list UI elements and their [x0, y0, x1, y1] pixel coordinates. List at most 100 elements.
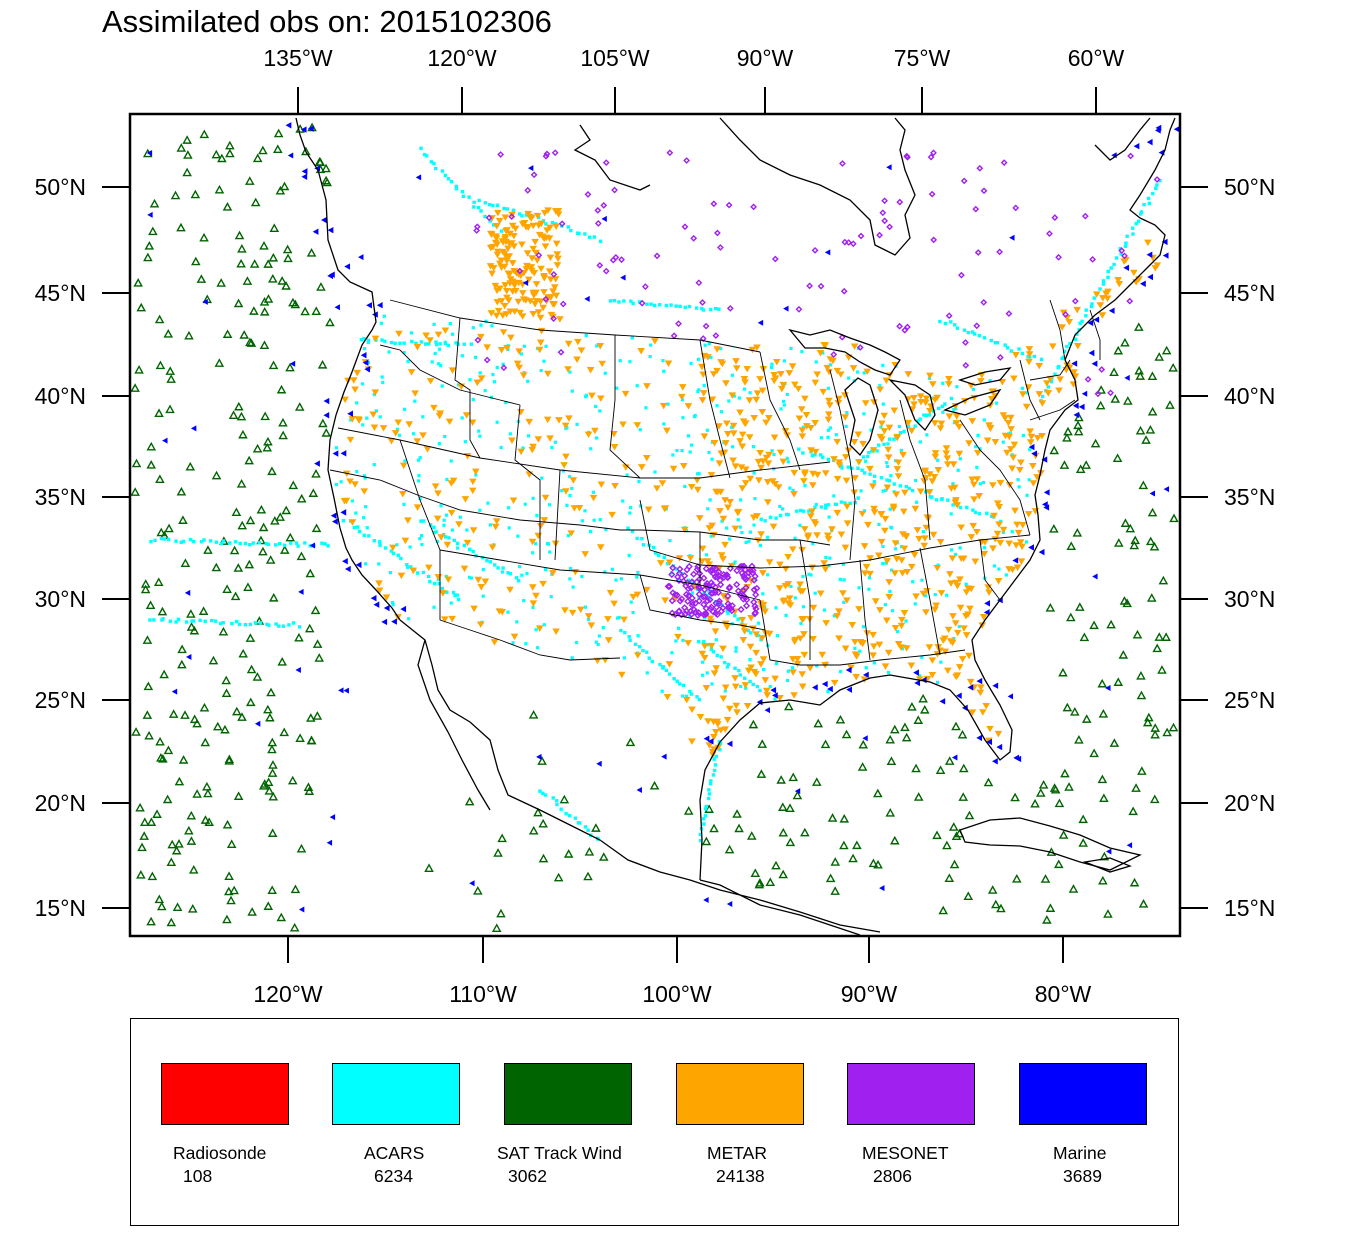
- sat-track-wind-marker: [166, 374, 176, 383]
- acars-marker: [560, 489, 564, 493]
- acars-marker: [826, 435, 830, 439]
- metar-marker: [1114, 276, 1122, 284]
- sat-track-wind-marker: [211, 470, 222, 480]
- sat-track-wind-marker: [269, 223, 280, 232]
- metar-marker: [848, 622, 857, 629]
- marine-marker: [939, 698, 946, 705]
- metar-marker: [486, 263, 495, 270]
- metar-marker: [733, 709, 741, 716]
- metar-marker: [371, 389, 380, 396]
- marine-marker: [400, 605, 407, 613]
- metar-marker: [791, 381, 799, 389]
- acars-marker: [653, 551, 658, 555]
- sat-track-wind-marker: [158, 754, 168, 763]
- mesonet-marker: [904, 323, 911, 331]
- acars-marker: [696, 389, 700, 394]
- mesonet-marker: [671, 610, 679, 619]
- metar-marker: [537, 265, 545, 273]
- metar-marker: [855, 606, 863, 613]
- metar-marker: [936, 425, 945, 432]
- metar-marker: [949, 461, 958, 468]
- acars-marker: [548, 550, 552, 554]
- sat-track-wind-marker: [649, 780, 660, 790]
- acars-marker: [994, 401, 999, 405]
- sat-track-wind-marker: [287, 775, 298, 785]
- metar-marker: [731, 525, 740, 533]
- metar-marker: [379, 425, 388, 432]
- acars-marker: [483, 214, 487, 219]
- sat-track-wind-marker: [285, 532, 296, 542]
- marine-marker: [846, 686, 852, 693]
- sat-track-wind-marker: [149, 198, 160, 208]
- acars-marker: [705, 671, 709, 675]
- metar-marker: [922, 609, 930, 616]
- mesonet-marker: [930, 149, 937, 157]
- acars-marker: [282, 543, 287, 548]
- metar-marker: [807, 447, 815, 454]
- sat-track-wind-marker: [154, 408, 164, 418]
- acars-marker: [742, 387, 747, 391]
- acars-marker: [628, 511, 632, 515]
- sat-track-wind-marker: [308, 488, 319, 497]
- marine-marker: [312, 228, 319, 235]
- sat-track-wind-marker: [1066, 612, 1076, 622]
- acars-marker: [958, 457, 962, 461]
- acars-marker: [889, 525, 893, 529]
- sat-track-wind-marker: [528, 710, 539, 719]
- mesonet-marker: [733, 580, 741, 589]
- acars-marker: [761, 592, 765, 596]
- acars-marker: [501, 362, 505, 366]
- marine-marker: [976, 734, 983, 742]
- acars-marker: [406, 565, 410, 569]
- mesonet-marker: [1000, 159, 1008, 167]
- sat-track-wind-marker: [222, 329, 233, 338]
- sat-track-wind-marker: [276, 384, 287, 394]
- mesonet-marker: [739, 595, 747, 603]
- left-lat-label: 25°N: [35, 687, 86, 713]
- metar-marker: [1004, 420, 1013, 427]
- legend-item-marine: Marine 3689: [1019, 1019, 1169, 1219]
- acars-marker: [924, 413, 928, 417]
- metar-marker: [684, 403, 693, 410]
- sat-track-wind-marker: [143, 681, 154, 691]
- sat-track-wind-marker: [944, 873, 955, 883]
- sat-track-wind-marker: [1062, 432, 1072, 442]
- acars-marker: [755, 684, 760, 689]
- sat-track-wind-marker: [830, 857, 841, 866]
- metar-marker: [642, 586, 651, 594]
- metar-marker: [892, 556, 901, 563]
- marine-marker: [1043, 504, 1050, 511]
- acars-marker: [952, 323, 957, 327]
- acars-marker: [913, 602, 917, 606]
- metar-marker: [843, 597, 851, 604]
- metar-marker: [713, 367, 721, 375]
- acars-marker: [281, 624, 286, 628]
- sat-track-wind-marker: [1138, 899, 1149, 908]
- metar-marker: [785, 595, 794, 602]
- metar-marker: [375, 580, 383, 587]
- marine-marker: [340, 450, 347, 457]
- metar-marker: [436, 410, 445, 417]
- metar-marker: [1099, 295, 1107, 302]
- metar-marker: [401, 537, 410, 545]
- acars-marker: [723, 689, 727, 693]
- metar-marker: [907, 563, 916, 571]
- right-lat-label: 20°N: [1224, 790, 1275, 816]
- sat-track-wind-marker: [1053, 859, 1064, 869]
- acars-marker: [153, 538, 157, 543]
- bottom-lon-label: 110°W: [449, 981, 517, 1007]
- acars-marker: [179, 540, 183, 544]
- sat-track-wind-marker: [1162, 727, 1172, 737]
- acars-marker: [939, 497, 943, 501]
- acars-marker: [756, 621, 761, 625]
- metar-marker: [825, 411, 833, 418]
- sat-track-wind-marker: [325, 317, 335, 327]
- sat-track-wind-marker: [1146, 593, 1157, 602]
- acars-marker: [591, 490, 596, 494]
- marine-marker: [289, 360, 296, 367]
- marine-marker: [327, 272, 334, 280]
- acars-marker: [759, 517, 763, 521]
- acars-marker: [648, 354, 652, 359]
- sat-track-wind-marker: [1157, 665, 1167, 674]
- acars-marker: [652, 303, 657, 308]
